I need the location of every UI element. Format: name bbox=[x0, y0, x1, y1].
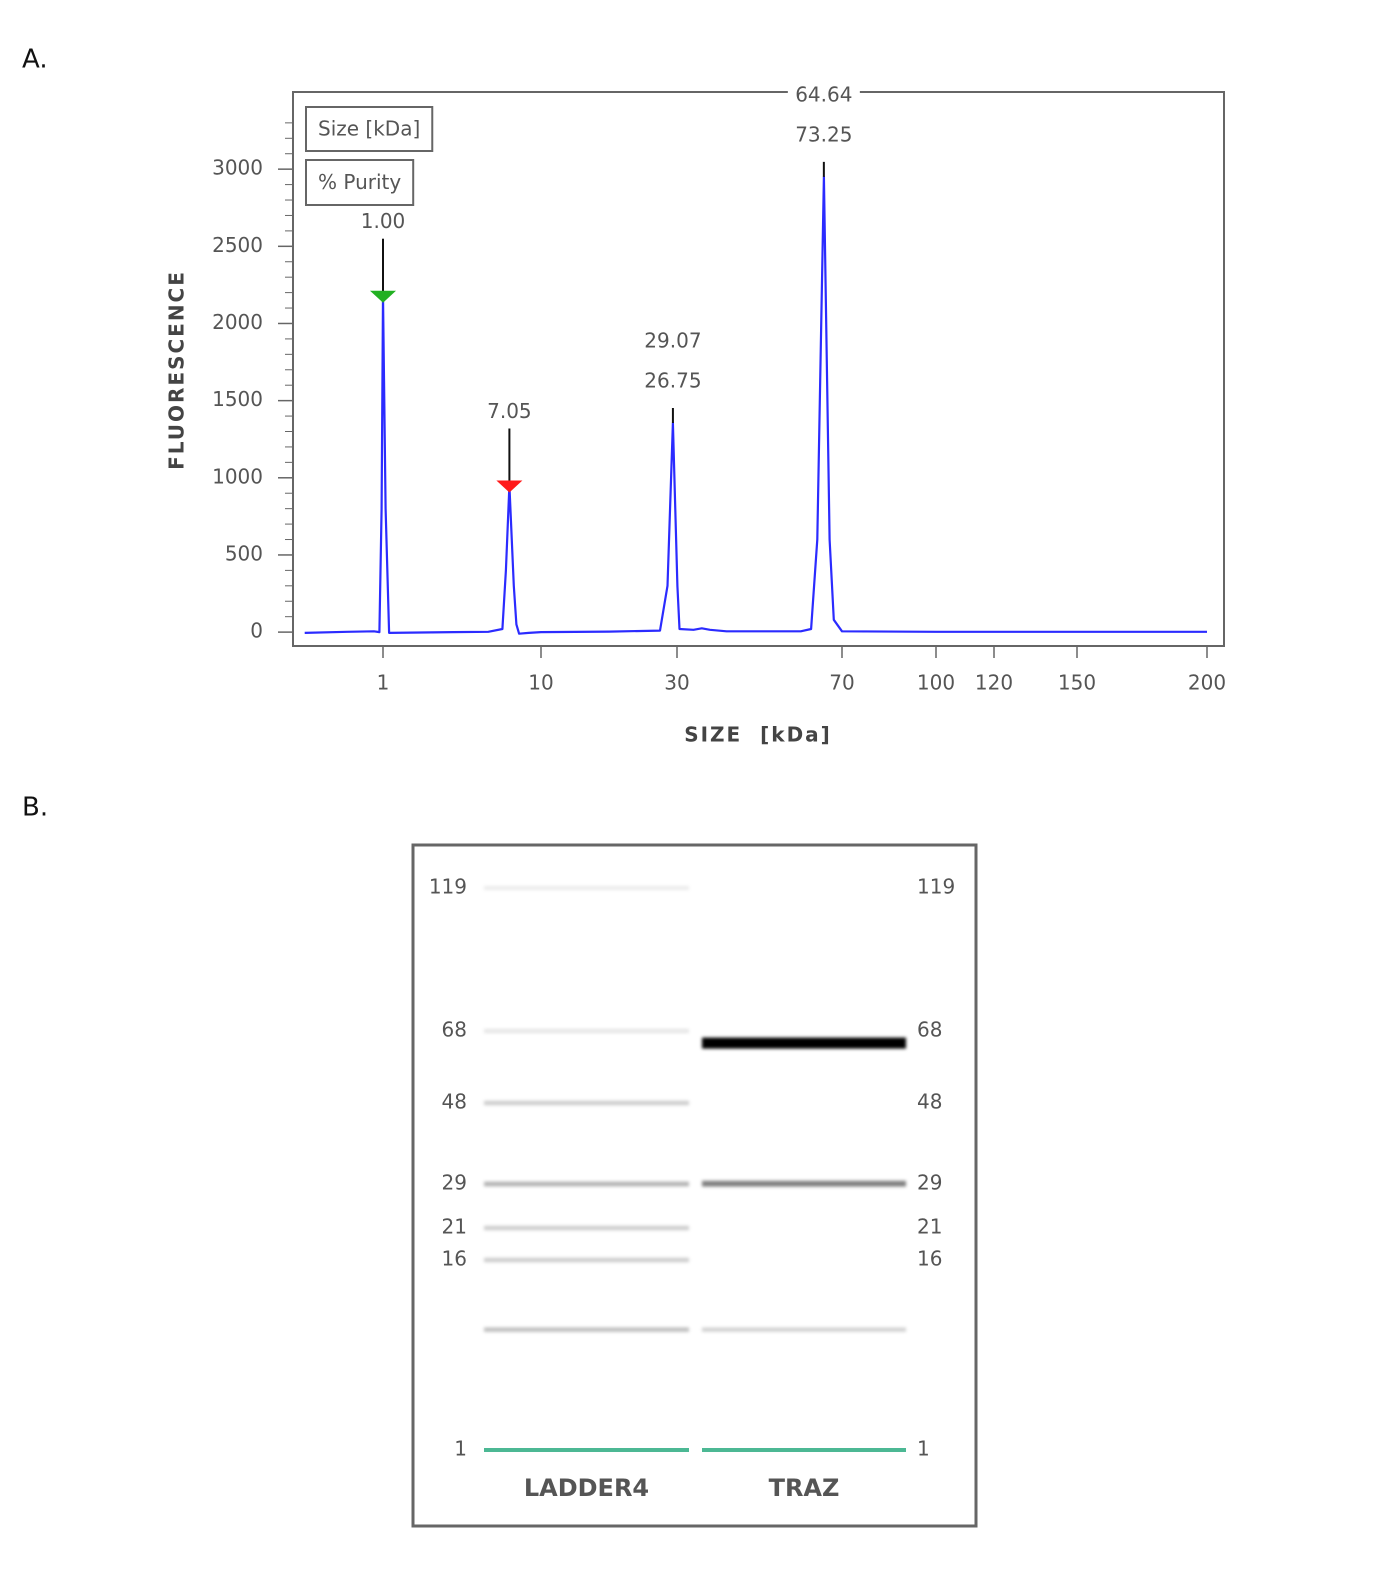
gel-band bbox=[484, 1100, 689, 1106]
marker-label-right: 21 bbox=[917, 1215, 942, 1239]
lower-marker-band bbox=[702, 1448, 906, 1452]
peak-label: 64.64 bbox=[795, 82, 852, 106]
marker-label-right: 119 bbox=[917, 875, 955, 899]
peak-marker bbox=[370, 290, 396, 303]
y-tick-label: 0 bbox=[250, 619, 263, 643]
x-tick-label: 150 bbox=[1058, 671, 1096, 695]
plot-frame bbox=[292, 91, 1225, 647]
x-tick-label: 120 bbox=[975, 671, 1013, 695]
gel-band bbox=[702, 1180, 906, 1187]
x-tick-label: 30 bbox=[664, 671, 689, 695]
x-tick-label: 200 bbox=[1188, 671, 1226, 695]
peak-label: 1.00 bbox=[361, 209, 406, 233]
y-tick-label: 2000 bbox=[212, 310, 263, 334]
x-tick-label: 70 bbox=[829, 671, 854, 695]
panel-label: B. bbox=[22, 793, 48, 823]
marker-label-left: 21 bbox=[442, 1215, 467, 1239]
panel-label: A. bbox=[22, 45, 48, 75]
legend-label[interactable]: % Purity bbox=[318, 170, 401, 194]
gel-band bbox=[702, 1327, 906, 1332]
legend-toggle[interactable] bbox=[305, 159, 415, 206]
marker-label-left: 119 bbox=[429, 875, 467, 899]
x-tick-label: 10 bbox=[528, 671, 553, 695]
peak-label: 7.05 bbox=[487, 399, 532, 423]
x-tick-label: 100 bbox=[917, 671, 955, 695]
gel-band bbox=[484, 1028, 689, 1034]
legend-label[interactable]: Size [kDa] bbox=[318, 117, 420, 141]
y-axis-title: FLUORESCENCE bbox=[165, 270, 189, 470]
gel-band bbox=[484, 1257, 689, 1263]
marker-label-left: 1 bbox=[454, 1437, 467, 1461]
marker-label-left: 68 bbox=[442, 1018, 467, 1042]
marker-label-right: 1 bbox=[917, 1437, 930, 1461]
peak-label: 26.75 bbox=[644, 369, 701, 393]
marker-label-left: 16 bbox=[442, 1247, 467, 1271]
lane-name: LADDER4 bbox=[524, 1474, 649, 1502]
y-tick-label: 500 bbox=[225, 541, 263, 565]
lower-marker-band bbox=[484, 1448, 689, 1452]
gel-band bbox=[484, 1327, 689, 1332]
peak-label-bg bbox=[636, 329, 709, 356]
gel-frame bbox=[411, 843, 978, 1528]
marker-label-left: 48 bbox=[442, 1090, 467, 1114]
y-tick-label: 2500 bbox=[212, 233, 263, 257]
peak-label-bg bbox=[787, 122, 860, 149]
y-tick-label: 1500 bbox=[212, 387, 263, 411]
gel-band bbox=[702, 1037, 906, 1049]
gel-band bbox=[484, 1225, 689, 1231]
gel-band bbox=[484, 885, 689, 891]
lane-name: TRAZ bbox=[769, 1474, 840, 1502]
peak-label-bg bbox=[787, 82, 860, 109]
marker-label-left: 29 bbox=[442, 1171, 467, 1195]
peak-marker bbox=[496, 480, 523, 493]
peak-label-bg bbox=[473, 399, 546, 426]
y-tick-label: 3000 bbox=[212, 156, 263, 180]
legend-toggle[interactable] bbox=[305, 106, 434, 152]
peak-label-bg bbox=[347, 209, 419, 236]
y-tick-label: 1000 bbox=[212, 464, 263, 488]
gel-band bbox=[484, 1181, 689, 1187]
marker-label-right: 29 bbox=[917, 1171, 942, 1195]
trace bbox=[304, 175, 1207, 635]
peak-label: 29.07 bbox=[644, 329, 701, 353]
peak-label-bg bbox=[636, 369, 709, 396]
marker-label-right: 68 bbox=[917, 1018, 942, 1042]
x-axis-title: SIZE [kDa] bbox=[684, 723, 832, 747]
marker-label-right: 48 bbox=[917, 1090, 942, 1114]
peak-label: 73.25 bbox=[795, 122, 852, 146]
x-tick-label: 1 bbox=[377, 671, 390, 695]
marker-label-right: 16 bbox=[917, 1247, 942, 1271]
